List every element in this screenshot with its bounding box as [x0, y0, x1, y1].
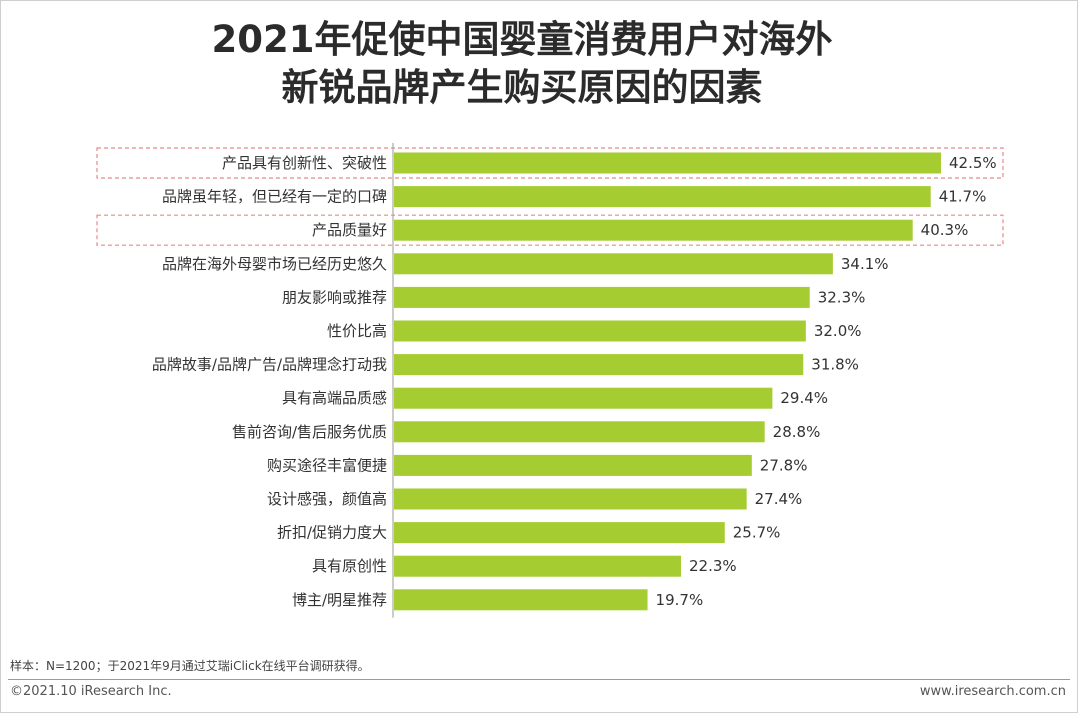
category-label: 售前咨询/售后服务优质: [232, 423, 387, 441]
category-label: 购买途径丰富便捷: [267, 456, 387, 474]
sample-footnote: 样本：N=1200；于2021年9月通过艾瑞iClick在线平台调研获得。: [10, 659, 370, 673]
bar: [394, 286, 810, 308]
value-label: 28.8%: [773, 423, 821, 441]
value-label: 41.7%: [939, 188, 987, 206]
chart-title-line-2: 新锐品牌产生购买原因的因素: [281, 66, 763, 109]
value-label: 42.5%: [949, 154, 997, 172]
value-label: 40.3%: [921, 221, 969, 239]
category-label: 产品具有创新性、突破性: [222, 154, 387, 172]
bar: [394, 354, 804, 376]
value-label: 27.4%: [755, 490, 803, 508]
bar: [394, 522, 725, 544]
bar: [394, 555, 682, 577]
category-label: 品牌虽年轻，但已经有一定的口碑: [162, 188, 387, 206]
category-label: 具有高端品质感: [282, 389, 387, 407]
category-label: 品牌在海外母婴市场已经历史悠久: [162, 255, 387, 273]
category-label: 具有原创性: [312, 557, 387, 575]
category-label: 设计感强，颜值高: [267, 490, 387, 508]
bar: [394, 253, 833, 275]
chart-title-line-1: 2021年促使中国婴童消费用户对海外: [211, 18, 833, 61]
footer-divider: [8, 679, 1070, 680]
bar: [394, 387, 773, 409]
category-label: 朋友影响或推荐: [282, 288, 387, 306]
value-label: 19.7%: [656, 591, 704, 609]
highlight-box: [96, 214, 1004, 246]
highlight-box: [96, 147, 1004, 179]
bar: [394, 421, 765, 443]
copyright-text: ©2021.10 iResearch Inc.: [10, 684, 172, 699]
value-label: 34.1%: [841, 255, 889, 273]
bar: [394, 219, 913, 241]
value-label: 27.8%: [760, 456, 808, 474]
value-label: 22.3%: [689, 557, 737, 575]
bar: [394, 320, 806, 342]
value-label: 31.8%: [811, 356, 859, 374]
category-label: 性价比高: [327, 322, 387, 340]
bar: [394, 186, 931, 208]
category-label: 品牌故事/品牌广告/品牌理念打动我: [152, 356, 387, 374]
category-label: 产品质量好: [312, 221, 387, 239]
value-label: 25.7%: [733, 524, 781, 542]
bar: [394, 152, 941, 174]
value-label: 29.4%: [780, 389, 828, 407]
bar: [394, 454, 752, 476]
value-label: 32.0%: [814, 322, 862, 340]
chart-title: 2021年促使中国婴童消费用户对海外 新锐品牌产生购买原因的因素: [0, 16, 1044, 112]
website-link[interactable]: www.iresearch.com.cn: [919, 684, 1066, 699]
bar: [394, 488, 747, 510]
category-label: 博主/明星推荐: [292, 591, 387, 609]
category-label: 折扣/促销力度大: [277, 524, 387, 542]
bar: [394, 589, 648, 611]
value-label: 32.3%: [818, 288, 866, 306]
